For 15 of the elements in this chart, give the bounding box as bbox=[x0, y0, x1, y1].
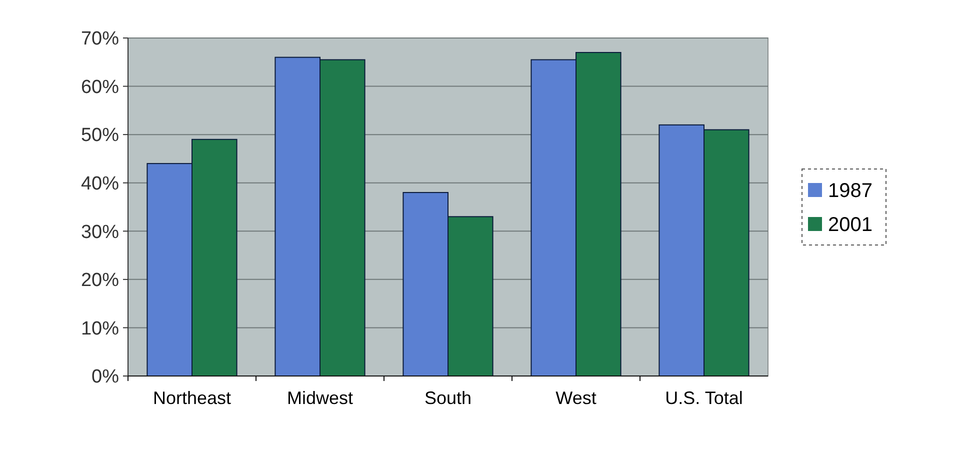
y-tick-label: 30% bbox=[80, 222, 120, 243]
x-tick-label: Midwest bbox=[286, 388, 354, 408]
legend-label: 2001 bbox=[828, 214, 872, 236]
x-tick-label: Northeast bbox=[152, 388, 232, 408]
x-tick-label: West bbox=[556, 388, 596, 408]
y-tick-label: 0% bbox=[92, 366, 120, 388]
y-tick-label: 60% bbox=[80, 76, 120, 98]
legend-label: 1987 bbox=[828, 180, 872, 202]
y-tick-label: 70% bbox=[80, 28, 120, 50]
y-tick-label: 10% bbox=[80, 318, 120, 340]
x-tick-label: South bbox=[424, 388, 472, 408]
y-tick-label: 20% bbox=[80, 270, 120, 292]
y-tick-label: 50% bbox=[80, 125, 120, 146]
y-tick-label: 40% bbox=[80, 174, 120, 195]
x-tick-label: U.S. Total bbox=[665, 388, 743, 408]
